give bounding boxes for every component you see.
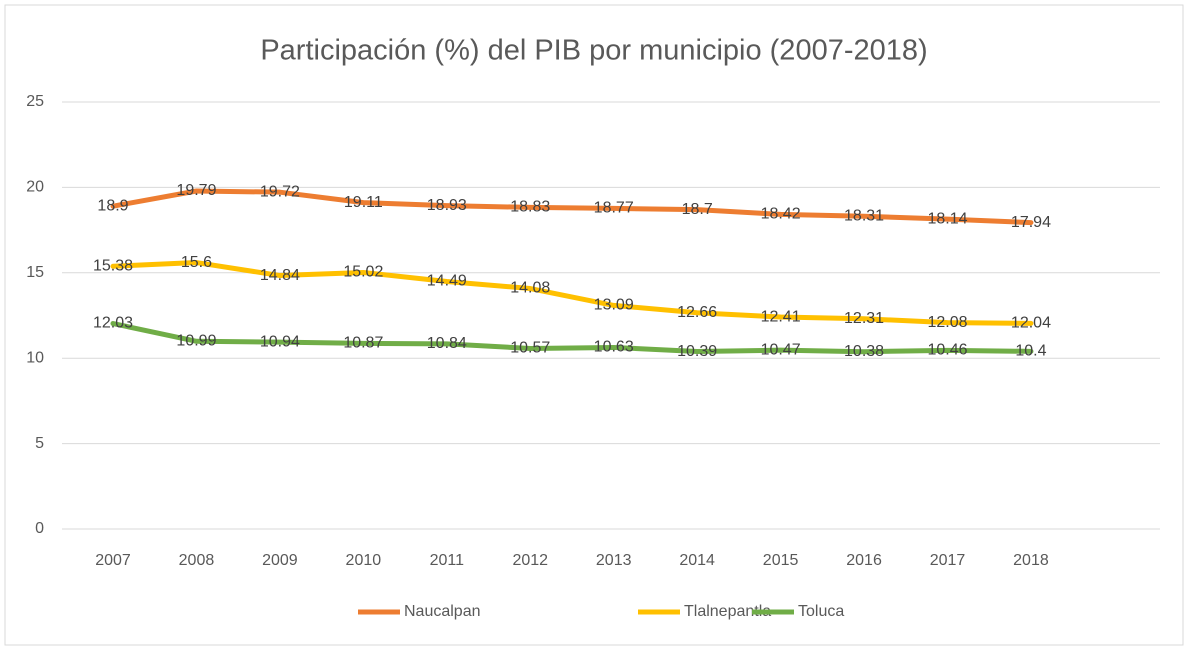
x-tick-label: 2007 bbox=[95, 552, 131, 569]
data-label: 12.41 bbox=[761, 308, 801, 325]
x-tick-label: 2013 bbox=[596, 552, 632, 569]
y-tick-label: 10 bbox=[26, 349, 44, 366]
data-label: 10.47 bbox=[761, 341, 801, 358]
data-label: 10.57 bbox=[510, 340, 550, 357]
data-label: 18.7 bbox=[682, 201, 713, 218]
x-tick-label: 2008 bbox=[179, 552, 215, 569]
x-tick-label: 2015 bbox=[763, 552, 799, 569]
x-tick-label: 2009 bbox=[262, 552, 298, 569]
y-tick-label: 20 bbox=[26, 179, 44, 196]
x-tick-label: 2014 bbox=[679, 552, 715, 569]
data-label: 10.4 bbox=[1015, 343, 1046, 360]
data-label: 18.93 bbox=[427, 197, 467, 214]
chart-title: Participación (%) del PIB por municipio … bbox=[260, 35, 927, 67]
data-label: 10.87 bbox=[343, 335, 383, 352]
x-tick-label: 2018 bbox=[1013, 552, 1049, 569]
data-label: 18.77 bbox=[594, 200, 634, 217]
legend-label: Tlalnepantla bbox=[684, 603, 771, 620]
data-label: 10.99 bbox=[176, 333, 216, 350]
data-label: 19.79 bbox=[176, 182, 216, 199]
y-tick-label: 5 bbox=[35, 435, 44, 452]
data-label: 18.31 bbox=[844, 207, 884, 224]
data-label: 12.08 bbox=[927, 314, 967, 331]
data-label: 19.11 bbox=[344, 194, 383, 211]
data-label: 13.09 bbox=[594, 297, 634, 314]
x-tick-label: 2017 bbox=[930, 552, 966, 569]
data-label: 12.04 bbox=[1011, 315, 1051, 332]
data-label: 10.46 bbox=[927, 342, 967, 359]
data-label: 17.94 bbox=[1011, 214, 1051, 231]
legend-label: Toluca bbox=[798, 603, 844, 620]
data-label: 18.42 bbox=[761, 206, 801, 223]
x-tick-label: 2010 bbox=[346, 552, 382, 569]
data-label: 18.83 bbox=[510, 199, 550, 216]
data-label: 12.66 bbox=[677, 304, 717, 321]
series-line bbox=[110, 260, 1034, 326]
data-label: 10.84 bbox=[427, 335, 467, 352]
y-tick-label: 15 bbox=[26, 264, 44, 281]
data-label: 15.02 bbox=[343, 264, 383, 281]
data-label: 18.14 bbox=[927, 210, 967, 227]
data-label: 18.9 bbox=[97, 197, 128, 214]
data-label: 14.08 bbox=[510, 280, 550, 297]
data-label: 10.39 bbox=[677, 343, 717, 360]
x-tick-label: 2011 bbox=[430, 552, 465, 569]
legend-label: Naucalpan bbox=[404, 603, 481, 620]
data-label: 14.84 bbox=[260, 267, 300, 284]
data-label: 15.6 bbox=[181, 254, 212, 271]
x-tick-label: 2012 bbox=[512, 552, 548, 569]
data-label: 12.03 bbox=[93, 315, 133, 332]
y-tick-label: 0 bbox=[35, 520, 44, 537]
data-label: 14.49 bbox=[427, 273, 467, 290]
data-label: 10.38 bbox=[844, 343, 884, 360]
data-label: 12.31 bbox=[844, 310, 884, 327]
data-label: 10.94 bbox=[260, 333, 300, 350]
data-label: 10.63 bbox=[594, 339, 634, 356]
series-line bbox=[110, 188, 1034, 226]
data-label: 15.38 bbox=[93, 258, 133, 275]
x-tick-label: 2016 bbox=[846, 552, 882, 569]
y-tick-label: 25 bbox=[26, 93, 44, 110]
series-line bbox=[110, 321, 1034, 355]
data-label: 19.72 bbox=[260, 183, 300, 200]
